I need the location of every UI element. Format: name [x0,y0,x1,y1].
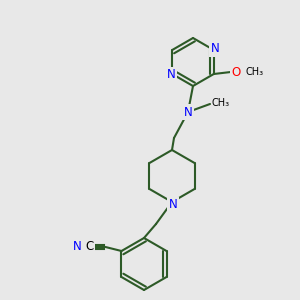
Text: N: N [73,239,82,253]
Text: N: N [167,68,176,82]
Text: N: N [169,199,177,212]
Text: N: N [210,43,219,56]
Text: N: N [184,106,192,118]
Text: CH₃: CH₃ [246,67,264,77]
Text: O: O [231,65,240,79]
Text: C: C [85,239,94,253]
Text: CH₃: CH₃ [212,98,230,108]
